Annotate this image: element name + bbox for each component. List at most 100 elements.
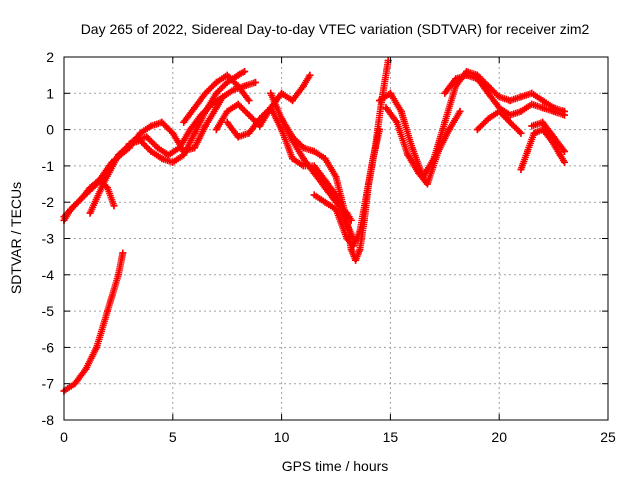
data-point xyxy=(408,144,416,152)
data-point xyxy=(147,147,155,155)
y-tick-label: 1 xyxy=(46,85,54,101)
data-point xyxy=(241,82,249,90)
series-arc-6 xyxy=(180,71,253,126)
data-point xyxy=(369,155,377,163)
marker-trail xyxy=(382,104,464,188)
marker-trail xyxy=(60,249,127,395)
y-tick-label: -1 xyxy=(42,158,55,174)
series-arc-16 xyxy=(517,126,568,173)
data-point xyxy=(376,126,383,134)
data-point xyxy=(343,235,351,242)
series-arc-13 xyxy=(382,104,464,188)
data-point xyxy=(310,169,318,177)
data-point xyxy=(561,147,568,155)
data-point xyxy=(191,104,199,112)
data-point xyxy=(110,202,118,210)
y-axis-label: SDTVAR / TECUs xyxy=(8,182,24,294)
data-point xyxy=(382,104,390,112)
data-point xyxy=(386,89,394,97)
data-point xyxy=(212,126,220,134)
data-point xyxy=(530,129,538,137)
y-tick-label: -6 xyxy=(42,339,55,355)
data-point xyxy=(423,180,431,188)
data-point xyxy=(267,89,275,97)
series-arc-2 xyxy=(60,176,118,224)
data-point xyxy=(180,151,188,159)
data-point xyxy=(164,151,172,159)
data-point xyxy=(289,155,296,163)
data-point xyxy=(332,173,340,181)
data-point xyxy=(561,111,568,119)
data-point xyxy=(343,216,351,224)
y-tick-label: -3 xyxy=(42,231,55,247)
data-point xyxy=(310,191,318,199)
data-point xyxy=(299,144,307,152)
data-point xyxy=(136,137,144,144)
data-point xyxy=(180,118,188,126)
data-point xyxy=(463,71,471,79)
data-point xyxy=(321,198,329,206)
data-point xyxy=(473,75,481,83)
data-point xyxy=(252,78,259,86)
data-point xyxy=(104,307,111,315)
data-point xyxy=(223,71,231,79)
data-point xyxy=(245,129,253,137)
data-point xyxy=(71,380,79,388)
data-point xyxy=(456,107,464,115)
series-arc-15 xyxy=(473,107,525,137)
data-point xyxy=(352,256,360,264)
data-point xyxy=(393,118,401,126)
data-point xyxy=(506,97,514,105)
data-point xyxy=(434,147,442,155)
data-point xyxy=(201,89,209,97)
data-point xyxy=(441,89,449,97)
data-point xyxy=(119,249,127,257)
data-point xyxy=(332,206,340,213)
data-point xyxy=(556,151,564,159)
data-point xyxy=(528,122,536,130)
data-point xyxy=(93,343,101,351)
data-point xyxy=(539,126,547,134)
y-tick-label: 0 xyxy=(46,122,54,138)
data-point xyxy=(212,89,220,97)
data-point xyxy=(299,82,307,90)
data-point xyxy=(310,147,318,155)
x-tick-label: 10 xyxy=(274,429,290,445)
data-point xyxy=(347,245,355,253)
data-point xyxy=(201,122,209,130)
marker-trail xyxy=(60,176,118,224)
data-point xyxy=(77,195,85,203)
data-point xyxy=(158,155,166,163)
y-tick-label: -4 xyxy=(42,267,55,283)
data-point xyxy=(404,151,412,159)
x-axis-label: GPS time / hours xyxy=(282,458,389,474)
data-point xyxy=(517,166,525,173)
data-point xyxy=(278,89,286,97)
data-point xyxy=(223,118,231,126)
data-point xyxy=(356,245,364,253)
data-points xyxy=(60,57,568,395)
data-point xyxy=(321,176,329,184)
data-point xyxy=(473,126,481,134)
data-point xyxy=(267,104,275,112)
data-point xyxy=(234,71,242,79)
data-point xyxy=(143,133,151,141)
data-point xyxy=(524,147,531,155)
data-point xyxy=(99,180,107,188)
data-point xyxy=(158,118,166,126)
data-point xyxy=(169,158,177,166)
data-point xyxy=(299,162,307,170)
data-point xyxy=(256,115,264,123)
data-point xyxy=(539,118,547,126)
data-point xyxy=(561,158,568,166)
series-arc-11 xyxy=(310,126,383,250)
data-point xyxy=(191,129,199,137)
data-point xyxy=(539,97,547,105)
data-point xyxy=(245,97,253,105)
data-point xyxy=(517,93,525,101)
data-point xyxy=(445,126,453,134)
y-tick-label: -8 xyxy=(42,412,55,428)
data-point xyxy=(82,365,90,373)
data-point xyxy=(484,89,492,97)
